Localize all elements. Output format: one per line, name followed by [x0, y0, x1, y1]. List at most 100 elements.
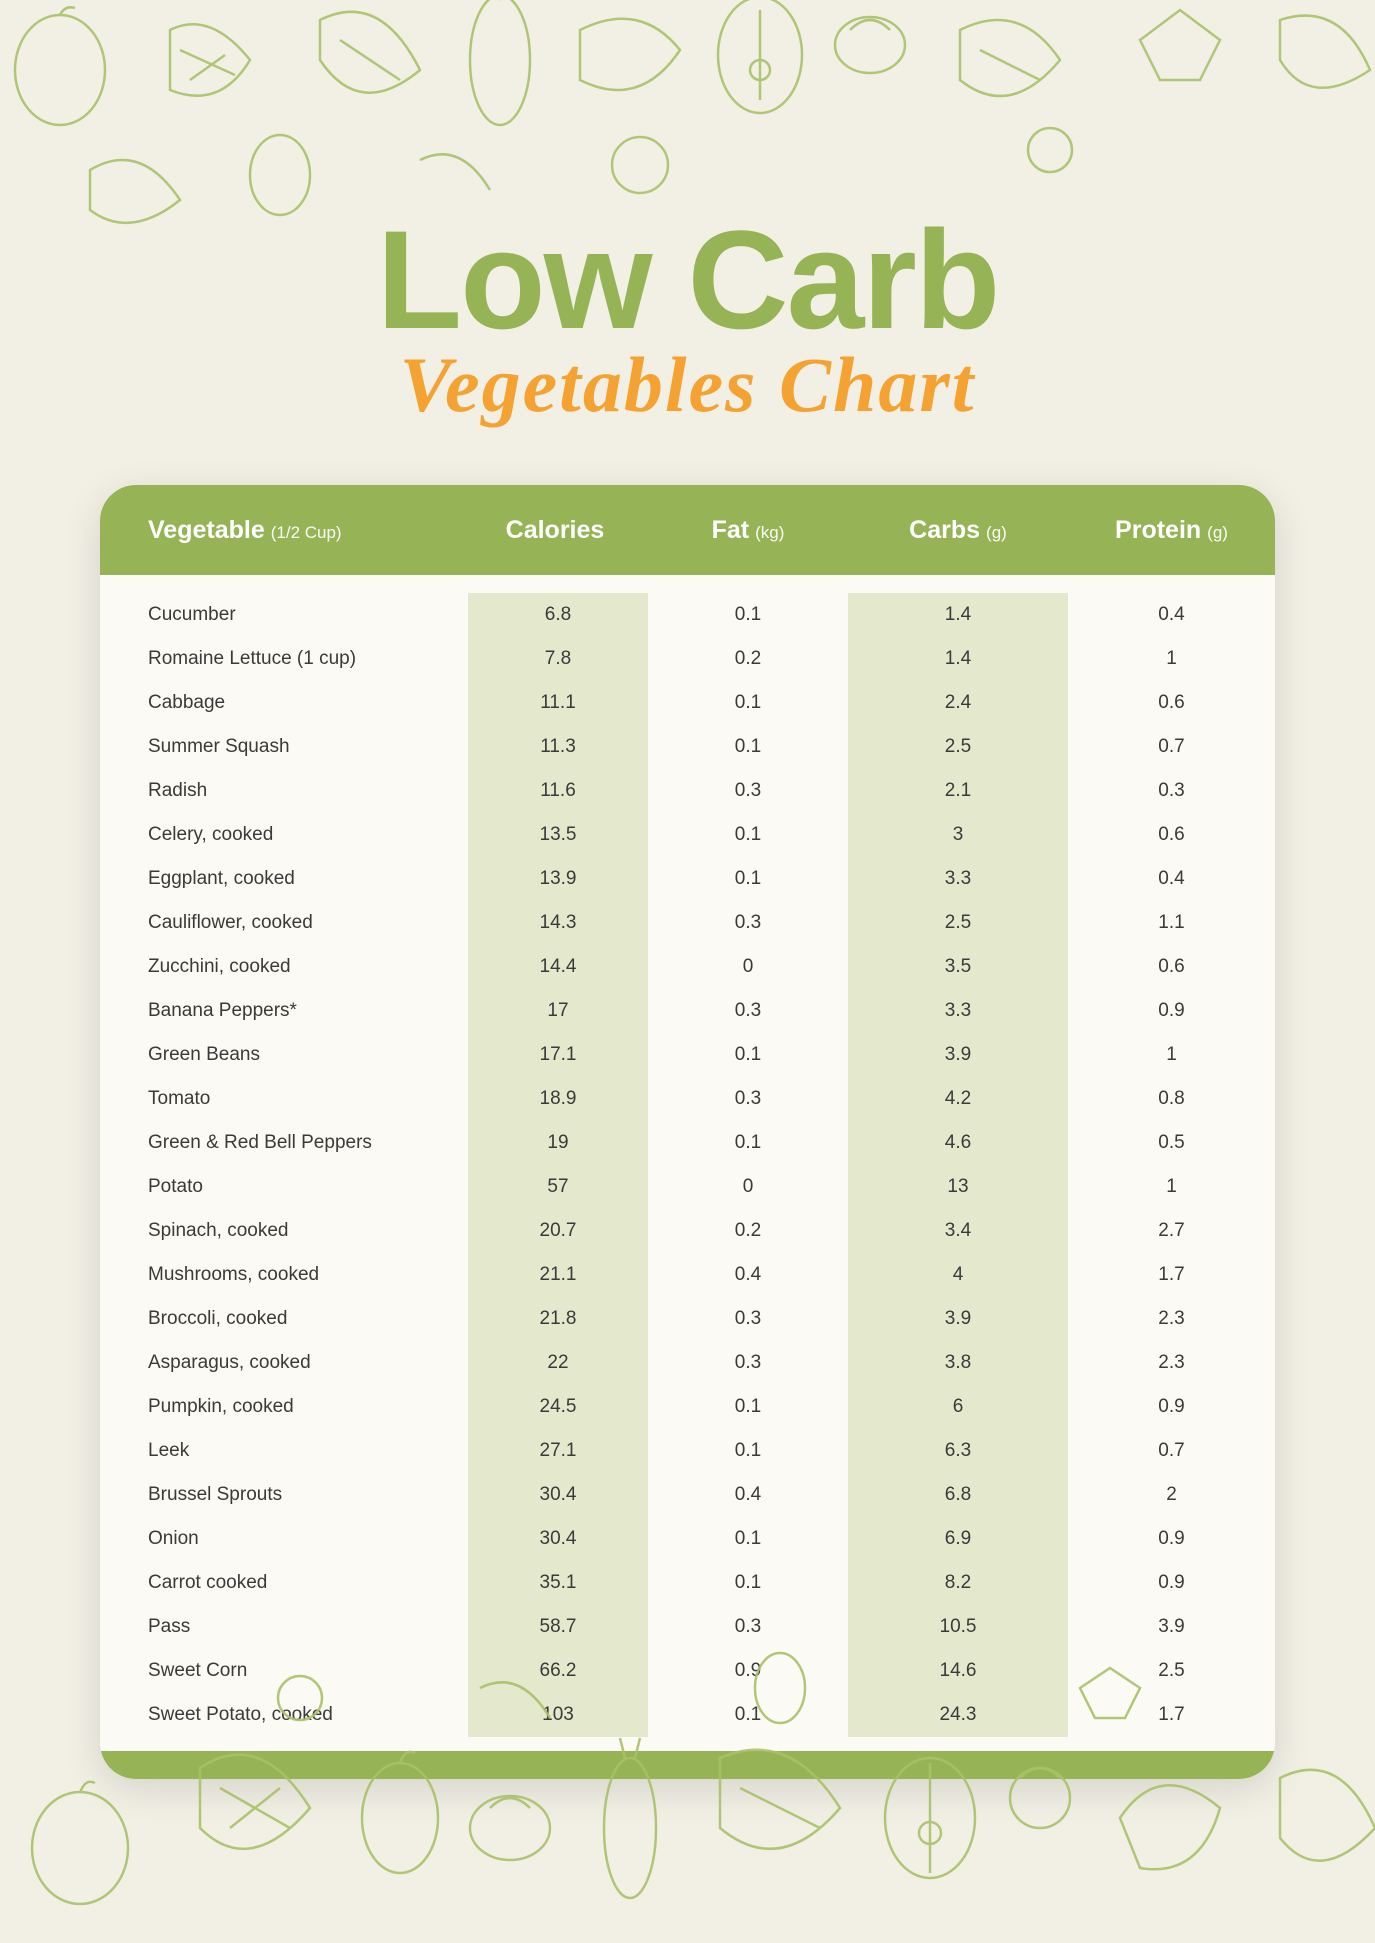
table-cell: 3.3 [848, 857, 1068, 901]
table-cell: Pumpkin, cooked [148, 1396, 468, 1418]
table-cell: Pass [148, 1616, 468, 1638]
table-row: Brussel Sprouts30.40.46.82 [100, 1473, 1275, 1517]
table-cell: 11.1 [468, 681, 648, 725]
table-cell: 0.1 [648, 604, 848, 626]
table-cell: Sweet Potato, cooked [148, 1704, 468, 1726]
table-cell: 0.4 [1068, 604, 1275, 626]
table-cell: 0.1 [648, 868, 848, 890]
table-cell: 57 [468, 1165, 648, 1209]
table-cell: 6 [848, 1385, 1068, 1429]
table-cell: 0.4 [1068, 868, 1275, 890]
table-cell: 6.8 [848, 1473, 1068, 1517]
table-row: Radish11.60.32.10.3 [100, 769, 1275, 813]
table-cell: 3.9 [848, 1033, 1068, 1077]
table-row: Broccoli, cooked21.80.33.92.3 [100, 1297, 1275, 1341]
table-cell: 0.1 [648, 1440, 848, 1462]
table-cell: 0.3 [1068, 780, 1275, 802]
table-cell: 24.5 [468, 1385, 648, 1429]
table-cell: 3.4 [848, 1209, 1068, 1253]
table-cell: 0.1 [648, 692, 848, 714]
table-row: Summer Squash11.30.12.50.7 [100, 725, 1275, 769]
table-cell: 2.5 [848, 901, 1068, 945]
col-unit: (g) [986, 523, 1007, 543]
table-cell: 14.6 [848, 1649, 1068, 1693]
table-cell: Asparagus, cooked [148, 1352, 468, 1374]
table-cell: 0.1 [648, 736, 848, 758]
table-cell: 3.8 [848, 1341, 1068, 1385]
table-cell: 0.1 [648, 1528, 848, 1550]
table-cell: 3.3 [848, 989, 1068, 1033]
table-row: Leek27.10.16.30.7 [100, 1429, 1275, 1473]
table-footer-bar [100, 1751, 1275, 1779]
table-cell: 2.1 [848, 769, 1068, 813]
col-header-calories: Calories [468, 516, 648, 545]
table-cell: 2.4 [848, 681, 1068, 725]
table-cell: Leek [148, 1440, 468, 1462]
page-title-sub: Vegetables Chart [400, 340, 976, 430]
table-cell: 3.5 [848, 945, 1068, 989]
table-cell: 0.6 [1068, 692, 1275, 714]
table-cell: Potato [148, 1176, 468, 1198]
table-cell: Brussel Sprouts [148, 1484, 468, 1506]
col-unit: (g) [1207, 523, 1228, 543]
table-cell: 21.8 [468, 1297, 648, 1341]
table-cell: 21.1 [468, 1253, 648, 1297]
table-cell: 1 [1068, 648, 1275, 670]
table-cell: 27.1 [468, 1429, 648, 1473]
table-row: Green & Red Bell Peppers190.14.60.5 [100, 1121, 1275, 1165]
table-cell: 2.5 [1068, 1660, 1275, 1682]
col-header-fat: Fat (kg) [648, 516, 848, 545]
table-row: Pass58.70.310.53.9 [100, 1605, 1275, 1649]
table-cell: 0.6 [1068, 956, 1275, 978]
table-cell: 103 [468, 1693, 648, 1737]
table-cell: 18.9 [468, 1077, 648, 1121]
table-cell: 0.1 [648, 824, 848, 846]
table-row: Carrot cooked35.10.18.20.9 [100, 1561, 1275, 1605]
table-cell: 35.1 [468, 1561, 648, 1605]
table-cell: Tomato [148, 1088, 468, 1110]
table-row: Spinach, cooked20.70.23.42.7 [100, 1209, 1275, 1253]
col-header-protein: Protein (g) [1068, 516, 1275, 545]
table-cell: 17.1 [468, 1033, 648, 1077]
table-cell: 0.7 [1068, 736, 1275, 758]
col-label: Protein [1115, 516, 1201, 545]
table-cell: Cauliflower, cooked [148, 912, 468, 934]
table-cell: 0.3 [648, 780, 848, 802]
table-cell: 13.9 [468, 857, 648, 901]
table-cell: 1.4 [848, 637, 1068, 681]
table-body: Cucumber6.80.11.40.4Romaine Lettuce (1 c… [100, 575, 1275, 1737]
table-cell: Zucchini, cooked [148, 956, 468, 978]
table-cell: 66.2 [468, 1649, 648, 1693]
table-cell: Cucumber [148, 604, 468, 626]
table-row: Potato570131 [100, 1165, 1275, 1209]
table-cell: 17 [468, 989, 648, 1033]
table-cell: 3 [848, 813, 1068, 857]
table-cell: 0.1 [648, 1704, 848, 1726]
table-cell: 0 [648, 956, 848, 978]
table-cell: 0.3 [648, 1308, 848, 1330]
table-cell: 0.9 [648, 1660, 848, 1682]
table-cell: Carrot cooked [148, 1572, 468, 1594]
table-cell: Banana Peppers* [148, 1000, 468, 1022]
table-cell: 0 [648, 1176, 848, 1198]
table-cell: 0.6 [1068, 824, 1275, 846]
table-cell: 0.1 [648, 1396, 848, 1418]
table-cell: 14.4 [468, 945, 648, 989]
table-cell: 0.2 [648, 1220, 848, 1242]
table-row: Cucumber6.80.11.40.4 [100, 593, 1275, 637]
table-cell: 4.2 [848, 1077, 1068, 1121]
table-row: Zucchini, cooked14.403.50.6 [100, 945, 1275, 989]
table-cell: 1.7 [1068, 1264, 1275, 1286]
nutrition-table-card: Vegetable (1/2 Cup) Calories Fat (kg) Ca… [100, 485, 1275, 1779]
table-cell: 2.7 [1068, 1220, 1275, 1242]
table-cell: 1.4 [848, 593, 1068, 637]
table-cell: 0.4 [648, 1264, 848, 1286]
table-cell: 1.1 [1068, 912, 1275, 934]
table-cell: Celery, cooked [148, 824, 468, 846]
table-cell: 6.9 [848, 1517, 1068, 1561]
table-cell: 14.3 [468, 901, 648, 945]
table-row: Celery, cooked13.50.130.6 [100, 813, 1275, 857]
table-cell: 20.7 [468, 1209, 648, 1253]
main-content: Low Carb Vegetables Chart Vegetable (1/2… [0, 0, 1375, 1779]
table-cell: 0.3 [648, 1352, 848, 1374]
